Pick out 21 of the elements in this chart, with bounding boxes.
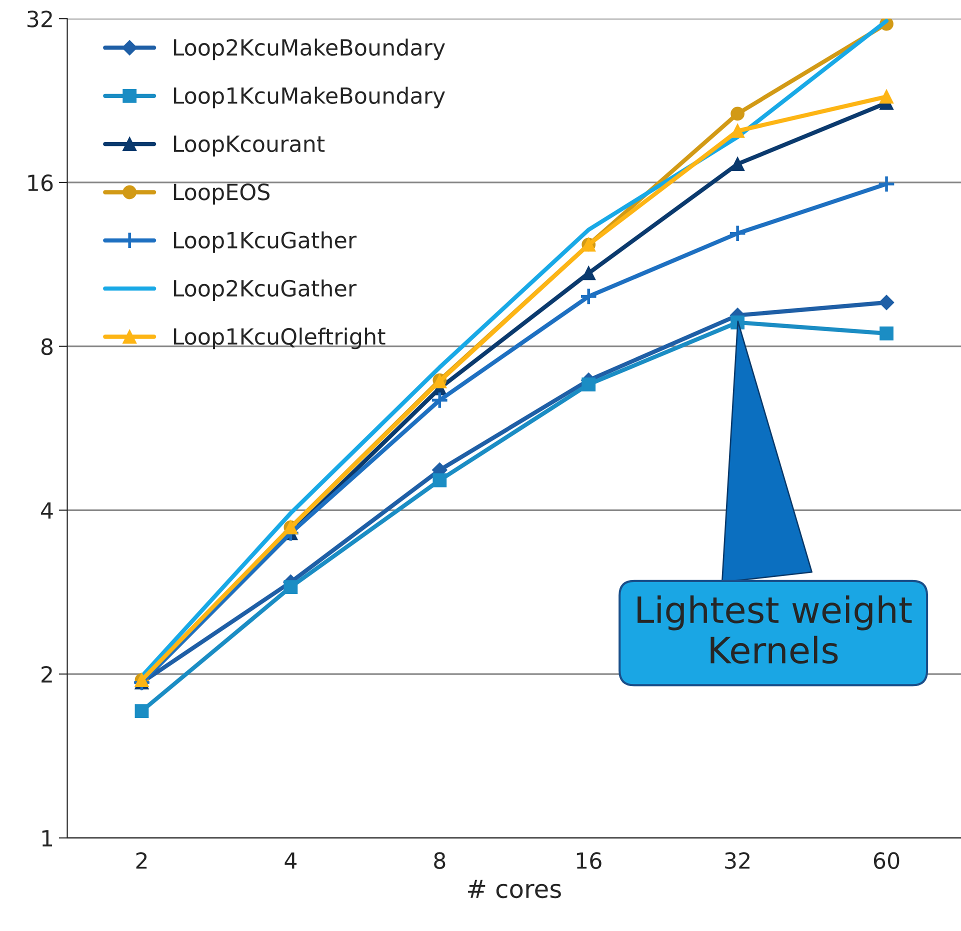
x-tick-label: 8 (434, 852, 446, 869)
legend-label: Loop1KcuGather (174, 231, 357, 253)
legend-label: LoopEOS (174, 184, 270, 205)
x-tick-label: 16 (576, 852, 602, 869)
y-tick-label: 32 (27, 10, 52, 28)
x-tick-label: 60 (874, 852, 900, 869)
y-tick-label: 2 (42, 666, 52, 682)
legend-label: Loop1KcuQleftright (174, 328, 386, 350)
legend-label: Loop2KcuGather (174, 279, 357, 301)
legend-label: Loop2KcuMakeBoundary (174, 38, 445, 60)
x-axis-title: # cores (468, 880, 561, 898)
y-tick-label: 1 (42, 830, 52, 846)
y-tick-label: 8 (41, 338, 53, 356)
legend-label: LoopKcourant (174, 136, 325, 156)
legend-label: Loop1KcuMakeBoundary (174, 86, 445, 108)
x-tick-label: 32 (725, 852, 750, 869)
y-tick-label: 4 (41, 502, 53, 519)
y-tick-label: 16 (28, 174, 53, 192)
x-tick-label: 4 (284, 852, 297, 869)
x-tick-label: 2 (136, 852, 147, 869)
annotation: Lightest weight Kernels (638, 595, 912, 664)
